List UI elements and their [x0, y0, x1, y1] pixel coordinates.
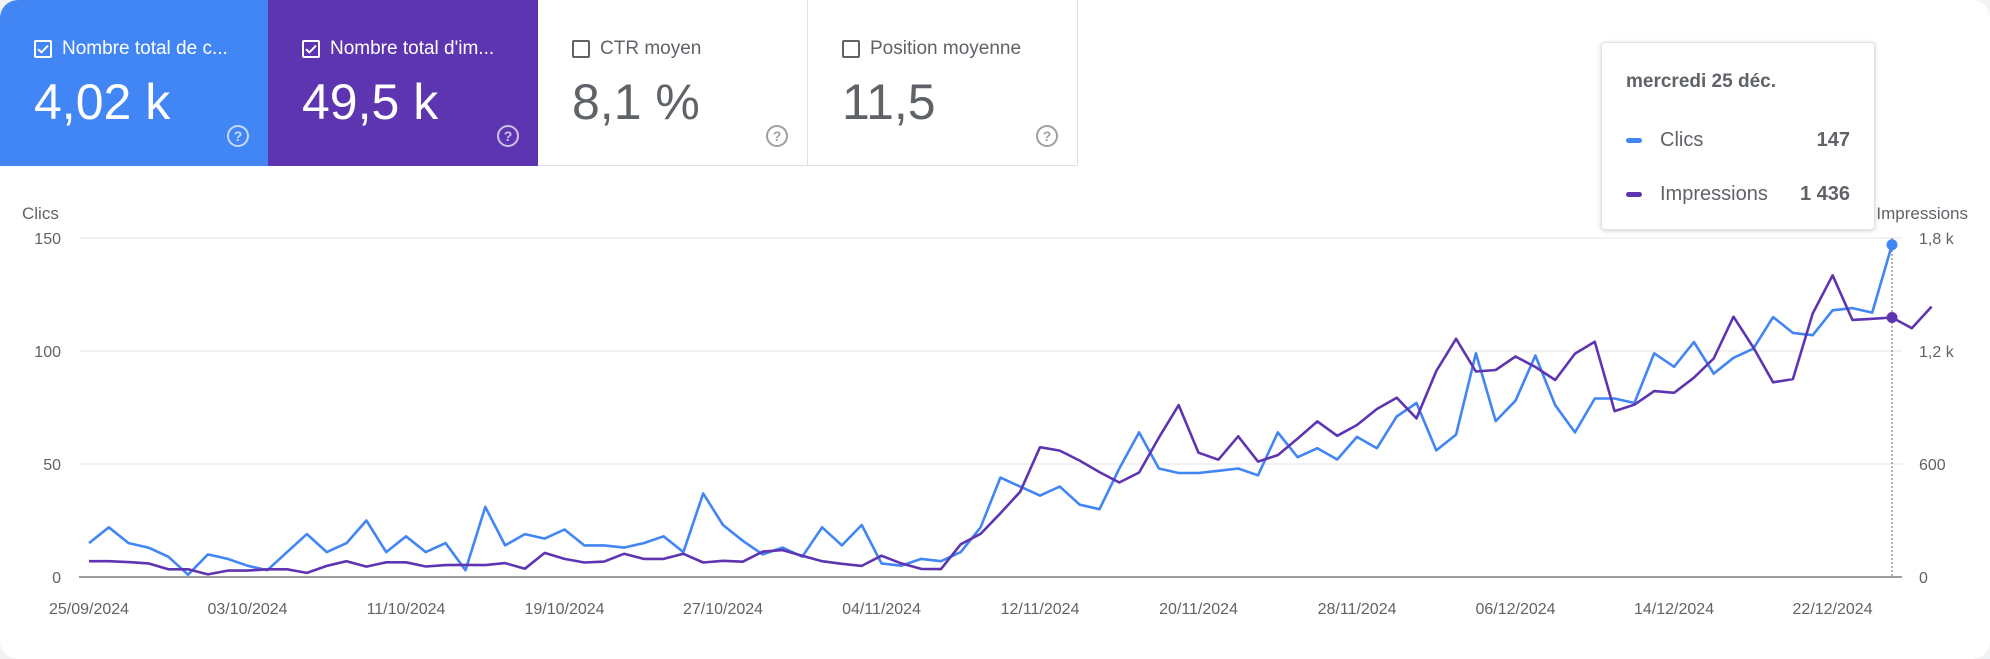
metric-label: Nombre total d'im... — [330, 38, 495, 59]
svg-text:?: ? — [504, 128, 513, 144]
right-tick-label: 1,8 k — [1919, 231, 1955, 248]
checkbox-unchecked-icon[interactable] — [572, 40, 590, 58]
x-tick-label: 28/11/2024 — [1318, 601, 1397, 618]
tooltip-date: mercredi 25 déc. — [1626, 71, 1776, 92]
metric-label: Nombre total de c... — [62, 38, 228, 59]
x-tick-label: 14/12/2024 — [1634, 601, 1714, 618]
x-tick-label: 03/10/2024 — [207, 601, 287, 618]
legend-swatch-clicks — [1626, 137, 1642, 143]
metric-value: 49,5 k — [302, 74, 439, 130]
checkbox-checked-icon[interactable] — [302, 40, 320, 58]
metric-tile-ctr[interactable]: CTR moyen 8,1 % ? — [538, 0, 808, 166]
tooltip-series-value: 1 436 — [1799, 182, 1850, 205]
metric-value: 4,02 k — [34, 74, 171, 130]
tooltip-series-value: 147 — [1816, 128, 1850, 151]
right-tick-label: 1,2 k — [1919, 344, 1955, 361]
right-tick-label: 0 — [1919, 570, 1928, 587]
svg-text:?: ? — [234, 128, 243, 144]
svg-text:?: ? — [773, 128, 782, 144]
tooltip-row-impressions: Impressions 1 436 — [1626, 167, 1850, 221]
x-tick-label: 25/09/2024 — [49, 601, 129, 618]
metric-tile-impressions[interactable]: Nombre total d'im... 49,5 k ? — [268, 0, 538, 166]
x-tick-label: 22/12/2024 — [1793, 601, 1873, 618]
metric-value: 8,1 % — [572, 74, 700, 130]
metric-label: Position moyenne — [870, 38, 1022, 59]
tooltip-row-clicks: Clics 147 — [1626, 113, 1850, 167]
series-line-clics — [88, 244, 1894, 577]
help-icon[interactable]: ? — [1035, 124, 1059, 148]
x-tick-label: 20/11/2024 — [1159, 601, 1238, 618]
left-tick-label: 150 — [34, 231, 61, 248]
svg-text:?: ? — [1043, 128, 1052, 144]
left-tick-label: 100 — [34, 344, 61, 361]
right-tick-label: 600 — [1919, 457, 1946, 474]
checkbox-checked-icon[interactable] — [34, 40, 52, 58]
x-tick-label: 12/11/2024 — [1001, 601, 1080, 618]
x-tick-label: 19/10/2024 — [524, 601, 604, 618]
left-tick-label: 50 — [43, 457, 61, 474]
left-axis-title: Clics — [22, 204, 59, 223]
chart-tooltip: mercredi 25 déc. Clics 147 Impressions 1… — [1601, 42, 1875, 230]
metric-tiles: Nombre total de c... 4,02 k ? Nombre tot… — [0, 0, 1078, 166]
legend-swatch-impressions — [1626, 191, 1642, 197]
x-tick-label: 06/12/2024 — [1476, 601, 1556, 618]
checkbox-unchecked-icon[interactable] — [842, 40, 860, 58]
metric-tile-clicks[interactable]: Nombre total de c... 4,02 k ? — [0, 0, 268, 166]
tooltip-series-name: Clics — [1660, 128, 1704, 151]
tooltip-series-name: Impressions — [1660, 182, 1768, 205]
metric-value: 11,5 — [842, 74, 936, 130]
series-line-impressions — [89, 273, 1933, 576]
help-icon[interactable]: ? — [226, 124, 250, 148]
performance-chart[interactable]: Clics Impressions 0 50 100 150 0 600 1,2 k 1,8 … — [0, 185, 1990, 659]
x-tick-label: 11/10/2024 — [367, 601, 446, 618]
right-axis-title: Impressions — [1876, 204, 1968, 223]
left-tick-label: 0 — [52, 570, 61, 587]
highlight-point-clics — [1886, 239, 1898, 251]
metric-label: CTR moyen — [600, 38, 702, 59]
help-icon[interactable]: ? — [496, 124, 520, 148]
x-tick-label: 27/10/2024 — [683, 601, 763, 618]
x-tick-label: 04/11/2024 — [842, 601, 921, 618]
help-icon[interactable]: ? — [765, 124, 789, 148]
highlight-point-impressions — [1886, 311, 1898, 323]
metric-tile-position[interactable]: Position moyenne 11,5 ? — [808, 0, 1078, 166]
